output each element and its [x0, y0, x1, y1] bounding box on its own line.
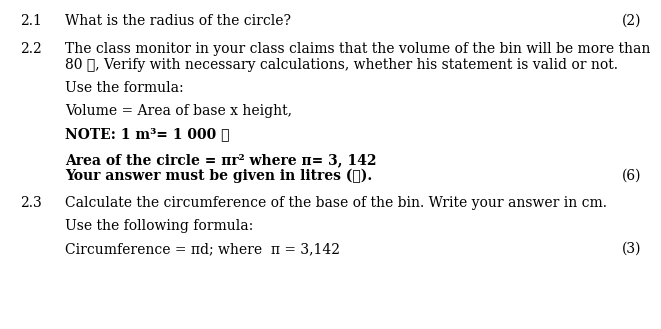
Text: 2.3: 2.3	[20, 196, 42, 210]
Text: What is the radius of the circle?: What is the radius of the circle?	[65, 14, 291, 28]
Text: The class monitor in your class claims that the volume of the bin will be more t: The class monitor in your class claims t…	[65, 42, 650, 56]
Text: Your answer must be given in litres (ℓ).: Your answer must be given in litres (ℓ).	[65, 169, 372, 183]
Text: Circumference = πd; where  π = 3,142: Circumference = πd; where π = 3,142	[65, 242, 340, 256]
Text: 80 ℓ, Verify with necessary calculations, whether his statement is valid or not.: 80 ℓ, Verify with necessary calculations…	[65, 58, 618, 72]
Text: Use the formula:: Use the formula:	[65, 81, 184, 95]
Text: 2.2: 2.2	[20, 42, 42, 56]
Text: 2.1: 2.1	[20, 14, 42, 28]
Text: Volume = Area of base x height,: Volume = Area of base x height,	[65, 104, 292, 118]
Text: NOTE: 1 m³= 1 000 ℓ: NOTE: 1 m³= 1 000 ℓ	[65, 127, 229, 141]
Text: (6): (6)	[621, 169, 641, 183]
Text: Calculate the circumference of the base of the bin. Write your answer in cm.: Calculate the circumference of the base …	[65, 196, 607, 210]
Text: (3): (3)	[621, 242, 641, 256]
Text: Use the following formula:: Use the following formula:	[65, 219, 253, 233]
Text: (2): (2)	[621, 14, 641, 28]
Text: Area of the circle = πr² where π= 3, 142: Area of the circle = πr² where π= 3, 142	[65, 153, 377, 167]
